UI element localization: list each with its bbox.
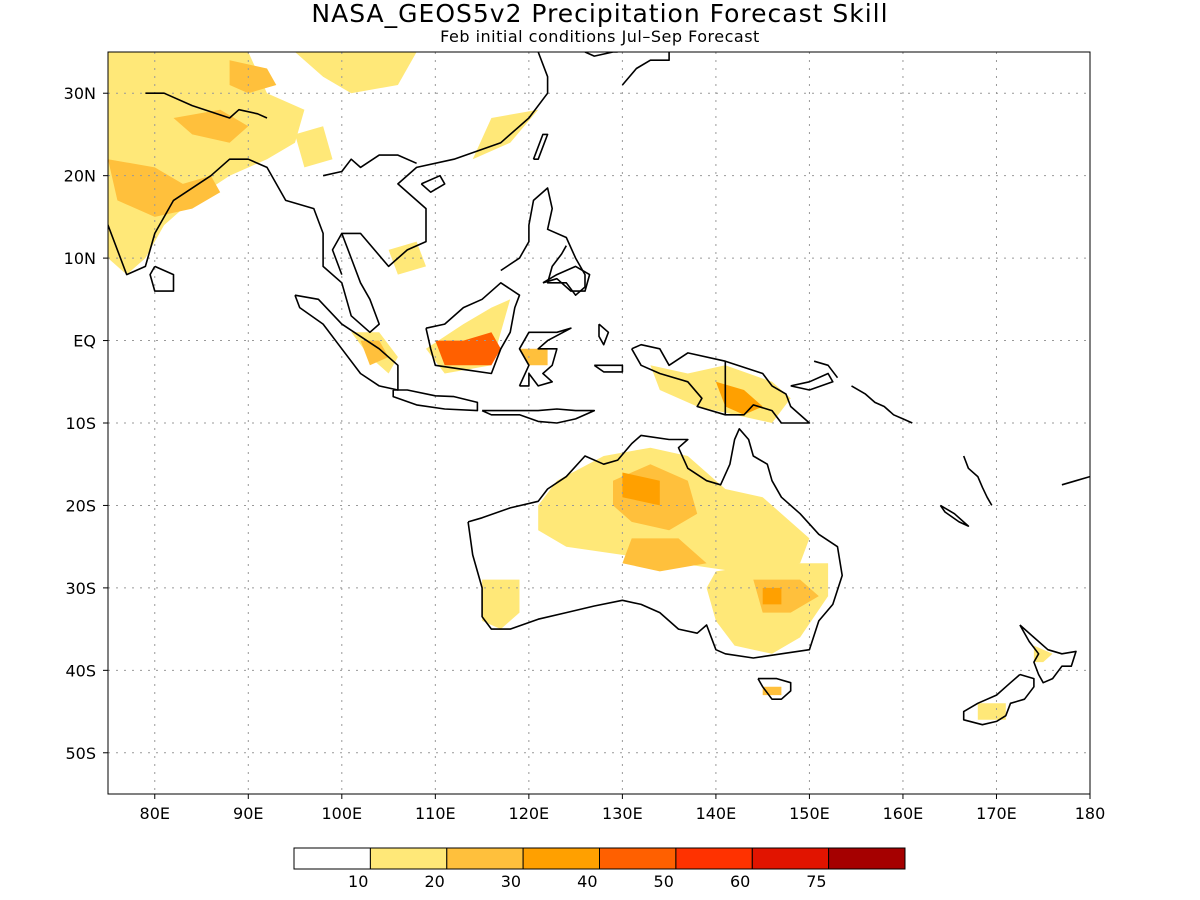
colorbar-swatch bbox=[751, 847, 830, 870]
coastline-australia bbox=[467, 427, 844, 659]
skill-shading bbox=[108, 52, 1053, 720]
coastline-lesser-sunda bbox=[481, 408, 596, 424]
figure-title: NASA_GEOS5v2 Precipitation Forecast Skil… bbox=[311, 0, 889, 28]
skill-region-5 bbox=[295, 126, 333, 168]
lat-tick-label: EQ bbox=[73, 332, 96, 351]
lat-tick-labels: 30N 20N 10N EQ 10S 20S 30S 40S 50S bbox=[64, 84, 108, 763]
colorbar-swatch bbox=[828, 847, 906, 870]
lon-tick-label: 150E bbox=[789, 804, 830, 823]
coastline-vanuatu bbox=[962, 455, 993, 506]
coastline-seram bbox=[593, 364, 624, 373]
coastline-philippines bbox=[500, 187, 586, 297]
coastline-sri-lanka bbox=[149, 265, 175, 292]
lat-tick-label: 10S bbox=[65, 414, 96, 433]
figure-subtitle: Feb initial conditions Jul–Sep Forecast bbox=[440, 27, 760, 46]
lat-tick-label: 20S bbox=[65, 496, 96, 515]
coastline-india-border bbox=[145, 92, 268, 119]
lon-tick-label: 120E bbox=[509, 804, 550, 823]
coastline-new-caledonia bbox=[939, 504, 970, 527]
skill-region-4 bbox=[295, 52, 417, 94]
skill-region-9 bbox=[360, 340, 389, 366]
colorbar-swatch bbox=[522, 847, 600, 870]
colorbar-label: 40 bbox=[577, 872, 597, 891]
colorbar-label: 30 bbox=[501, 872, 521, 891]
coastline-gulf-thailand bbox=[331, 233, 343, 275]
lon-tick-label: 140E bbox=[696, 804, 737, 823]
colorbar-swatch bbox=[675, 847, 753, 870]
colorbar-label: 20 bbox=[424, 872, 444, 891]
skill-region-13 bbox=[650, 365, 791, 423]
coastline-nz-north bbox=[1019, 624, 1077, 684]
lat-tick-label: 40S bbox=[65, 661, 96, 680]
skill-region-25 bbox=[1033, 645, 1053, 663]
coastline-nz-south bbox=[962, 673, 1035, 726]
colorbar-label: 60 bbox=[730, 872, 750, 891]
coastline-solomons bbox=[851, 385, 913, 424]
skill-region-12 bbox=[519, 348, 548, 366]
coastline-sumatra bbox=[294, 294, 399, 391]
colorbar-label: 75 bbox=[806, 872, 826, 891]
coastline-fiji bbox=[1061, 475, 1090, 486]
lat-tick-label: 30S bbox=[65, 579, 96, 598]
coastline-japan-kyushu bbox=[621, 52, 670, 86]
skill-region-17 bbox=[622, 538, 707, 572]
coastline-borneo bbox=[425, 281, 521, 375]
coastline-halmahera bbox=[598, 323, 610, 346]
coastline-java bbox=[392, 389, 479, 412]
colorbar-swatch bbox=[446, 847, 524, 870]
coastline-korea bbox=[584, 52, 618, 57]
lon-tick-label: 100E bbox=[321, 804, 362, 823]
coastline-taiwan bbox=[532, 133, 549, 160]
colorbar-swatch bbox=[369, 847, 448, 870]
coastline-mindanao bbox=[542, 265, 591, 292]
coastline-hainan bbox=[420, 174, 446, 193]
coastlines bbox=[108, 52, 1090, 726]
lon-tick-label: 80E bbox=[140, 804, 170, 823]
skill-region-22 bbox=[482, 579, 520, 630]
colorbar-label: 50 bbox=[654, 872, 674, 891]
lon-tick-label: 160E bbox=[883, 804, 924, 823]
coastline-indochina-border bbox=[322, 154, 417, 177]
lon-tick-label: 90E bbox=[233, 804, 263, 823]
lat-tick-label: 20N bbox=[64, 167, 96, 186]
colorbar-swatch bbox=[293, 847, 371, 870]
lon-tick-label: 180 bbox=[1075, 804, 1106, 823]
skill-region-3 bbox=[229, 60, 277, 94]
colorbar: 10 20 30 40 50 60 75 bbox=[293, 847, 906, 891]
lon-tick-label: 130E bbox=[602, 804, 643, 823]
colorbar-label: 10 bbox=[348, 872, 368, 891]
skill-region-0 bbox=[108, 52, 305, 275]
coastline-india-coast bbox=[108, 52, 549, 334]
skill-region-21 bbox=[762, 587, 782, 605]
coastline-new-britain bbox=[790, 372, 834, 391]
colorbar-swatch bbox=[599, 847, 677, 870]
coastline-tasmania bbox=[757, 677, 792, 701]
lon-tick-label: 110E bbox=[415, 804, 456, 823]
lat-tick-label: 30N bbox=[64, 84, 96, 103]
coastline-sulawesi bbox=[518, 327, 572, 387]
lat-tick-label: 10N bbox=[64, 249, 96, 268]
skill-region-24 bbox=[977, 703, 1006, 720]
skill-region-7 bbox=[388, 241, 426, 275]
coastline-new-ireland bbox=[813, 360, 839, 379]
coastline-new-guinea bbox=[631, 343, 811, 424]
skill-region-1 bbox=[108, 159, 221, 217]
lat-tick-label: 50S bbox=[65, 744, 96, 763]
skill-region-18 bbox=[622, 472, 660, 506]
lon-tick-label: 170E bbox=[976, 804, 1017, 823]
lon-tick-labels: 80E 90E 100E 110E 120E 130E 140E 150E 160E 170E 18… bbox=[140, 794, 1106, 823]
